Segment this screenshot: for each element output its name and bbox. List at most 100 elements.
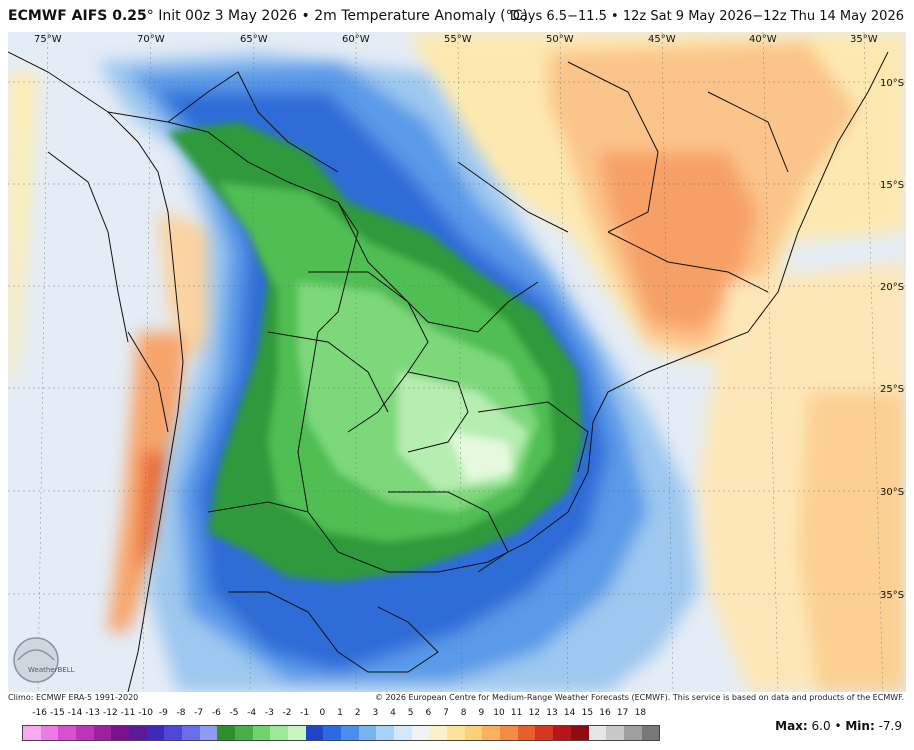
legend-tick-label: 3 (372, 708, 379, 718)
svg-text:WeatherBELL: WeatherBELL (28, 666, 75, 674)
legend-tick-label: 10 (493, 708, 505, 718)
lon-label: 55°W (444, 34, 472, 45)
legend-swatch (111, 726, 130, 740)
legend-swatch (164, 726, 183, 740)
init-text: Init 00z 3 May 2026 • 2m Temperature Ano… (153, 8, 528, 24)
legend-swatch (305, 726, 324, 740)
color-legend: -16 -15 -14 -13 -12 -11 -10 -9 -8 -7 -6 -5 -4 -3 -2 -1 0… (0, 706, 914, 750)
legend-tick-label: 9 (478, 708, 485, 718)
legend-tick-label: -1 (300, 708, 310, 718)
legend-colorbar (22, 725, 660, 741)
legend-swatch (58, 726, 77, 740)
map-header: ECMWF AIFS 0.25° Init 00z 3 May 2026 • 2… (0, 0, 914, 32)
lon-label: 50°W (546, 34, 574, 45)
legend-swatch (535, 726, 554, 740)
legend-swatch (129, 726, 147, 740)
legend-tick-label: 11 (510, 708, 523, 718)
map-title: ECMWF AIFS 0.25° Init 00z 3 May 2026 • 2… (8, 8, 528, 24)
legend-swatch (447, 726, 465, 740)
legend-tick-label: -9 (158, 708, 168, 718)
legend-swatch (182, 726, 200, 740)
lon-label: 70°W (137, 34, 165, 45)
legend-swatch (323, 726, 342, 740)
legend-swatch (588, 726, 607, 740)
legend-swatch (235, 726, 253, 740)
graticule (8, 32, 906, 692)
anomaly-map: 75°W 70°W 65°W 60°W 55°W 50°W 45°W 40°W … (8, 32, 906, 692)
legend-swatch (623, 726, 642, 740)
legend-tick-label: -6 (211, 708, 221, 718)
lat-label: 35°S (880, 590, 904, 601)
legend-tick-label: 6 (425, 708, 432, 718)
lat-label: 15°S (880, 180, 904, 191)
legend-tick-label: -2 (282, 708, 292, 718)
legend-tick-label: -8 (176, 708, 186, 718)
legend-tick-label: 8 (460, 708, 467, 718)
legend-tick-label: -4 (247, 708, 257, 718)
legend-swatch (411, 726, 430, 740)
legend-tick-label: 0 (319, 708, 326, 718)
legend-tick-label: 17 (616, 708, 629, 718)
legend-swatch (606, 726, 624, 740)
lon-label: 65°W (240, 34, 268, 45)
legend-tick-label: 1 (337, 708, 343, 718)
degree-sign: ° (146, 8, 154, 24)
weatherbell-logo: WeatherBELL (13, 637, 75, 683)
legend-tick-label: -16 (32, 708, 47, 718)
legend-swatch (199, 726, 218, 740)
legend-swatch (341, 726, 359, 740)
copyright-note: © 2026 European Centre for Medium-Range … (375, 693, 904, 702)
model-name: ECMWF AIFS 0.25 (8, 8, 147, 24)
legend-swatch (358, 726, 377, 740)
lon-label: 45°W (648, 34, 676, 45)
legend-swatch (146, 726, 165, 740)
legend-swatch (217, 726, 236, 740)
legend-tick-label: 13 (546, 708, 558, 718)
legend-tick-label: -7 (194, 708, 204, 718)
lat-label: 30°S (880, 487, 904, 498)
legend-tick-label: 7 (443, 708, 449, 718)
legend-tick-label: 12 (528, 708, 541, 718)
legend-swatch (376, 726, 395, 740)
legend-tick-label: -15 (49, 708, 65, 718)
lat-label: 10°S (880, 78, 904, 89)
max-value: 6.0 (811, 719, 831, 733)
latitude-labels: 10°S 15°S 20°S 25°S 30°S 35°S (880, 78, 904, 601)
legend-tick-label: 15 (581, 708, 594, 718)
legend-tick-label: 5 (407, 708, 414, 718)
legend-swatch (23, 726, 41, 740)
legend-tick-label: 14 (563, 708, 576, 718)
max-min-readout: Max: 6.0 • Min: -7.9 (775, 719, 902, 733)
map-canvas: 75°W 70°W 65°W 60°W 55°W 50°W 45°W 40°W … (8, 32, 906, 692)
climo-note: Climo: ECMWF ERA-5 1991-2020 (8, 693, 139, 702)
legend-tick-label: -12 (102, 708, 118, 718)
legend-swatch (517, 726, 536, 740)
legend-tick-label: -13 (85, 708, 100, 718)
legend-tick-label: 2 (354, 708, 361, 718)
longitude-labels: 75°W 70°W 65°W 60°W 55°W 50°W 45°W 40°W … (34, 34, 878, 45)
warm-anomaly-regions (8, 32, 906, 692)
legend-tick-label: -14 (67, 708, 83, 718)
legend-swatch (288, 726, 306, 740)
legend-tick-label: -11 (120, 708, 136, 718)
legend-swatch (500, 726, 518, 740)
lon-label: 75°W (34, 34, 62, 45)
legend-swatch (40, 726, 59, 740)
legend-tick-label: 4 (390, 708, 396, 718)
legend-swatch (570, 726, 589, 740)
lon-label: 40°W (749, 34, 777, 45)
legend-tick-label: 18 (634, 708, 647, 718)
legend-swatch (482, 726, 501, 740)
lat-label: 20°S (880, 282, 904, 293)
legend-swatch (553, 726, 571, 740)
legend-swatch (252, 726, 271, 740)
legend-swatch (394, 726, 412, 740)
valid-period: Days 6.5−11.5 • 12z Sat 9 May 2026−12z T… (509, 9, 904, 24)
legend-swatch (270, 726, 289, 740)
lon-label: 60°W (342, 34, 370, 45)
lat-label: 25°S (880, 384, 904, 395)
legend-swatch (93, 726, 112, 740)
legend-swatch (464, 726, 483, 740)
legend-tick-label: -5 (229, 708, 239, 718)
legend-tick-label: -3 (264, 708, 274, 718)
